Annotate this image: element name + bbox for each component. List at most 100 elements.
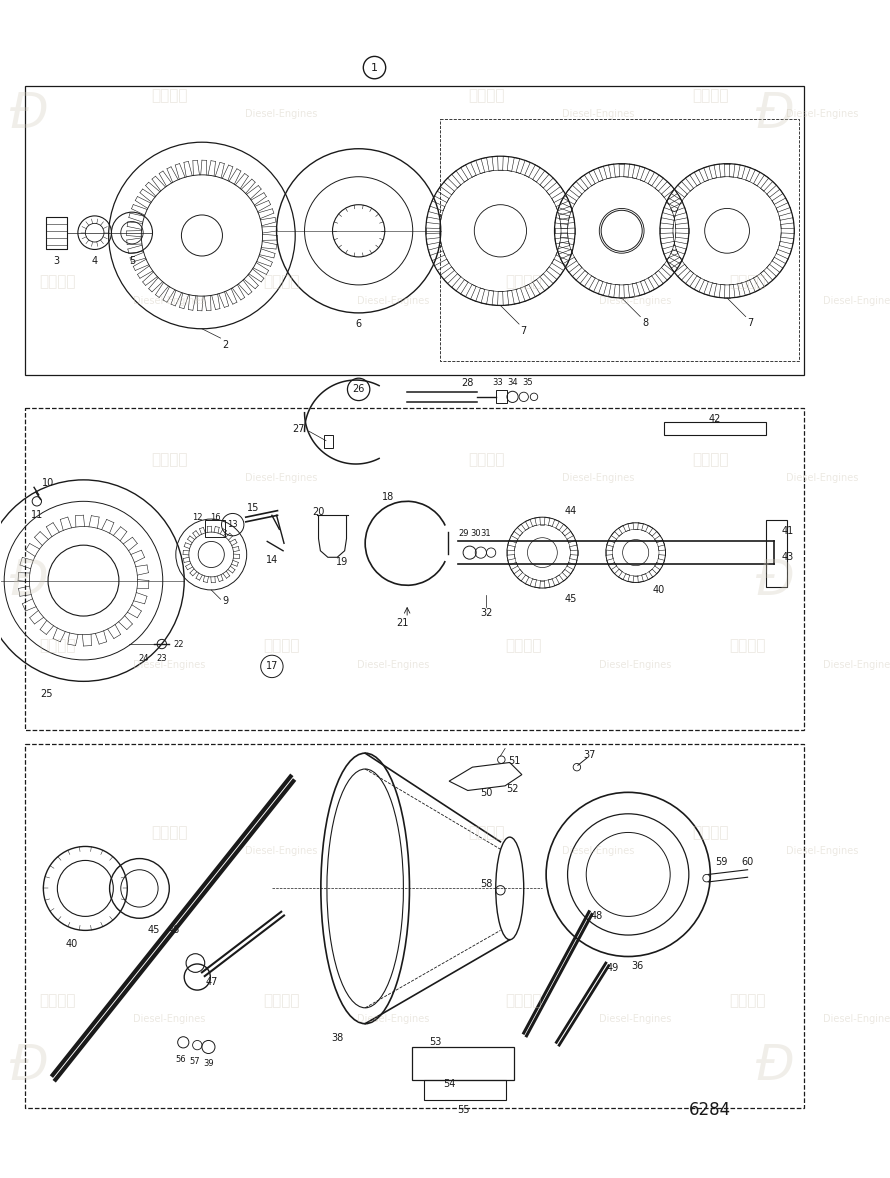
Text: 22: 22 [174, 640, 184, 649]
Text: 紫发动力: 紫发动力 [39, 274, 76, 290]
Text: 紫发动力: 紫发动力 [151, 825, 188, 840]
Text: 45: 45 [564, 594, 577, 604]
Text: 29: 29 [458, 529, 469, 538]
Text: Diesel-Engines: Diesel-Engines [562, 110, 635, 119]
Text: Diesel-Engines: Diesel-Engines [245, 846, 318, 856]
Text: 21: 21 [396, 617, 409, 628]
Text: 紫发动力: 紫发动力 [263, 993, 299, 1008]
Text: 59: 59 [716, 858, 728, 867]
Text: 46: 46 [168, 926, 180, 935]
Text: Diesel-Engines: Diesel-Engines [600, 296, 672, 306]
Text: 紫发动力: 紫发动力 [468, 825, 505, 840]
Text: 紫发动力: 紫发动力 [263, 638, 299, 654]
Bar [496, 390, 507, 403]
Text: 14: 14 [266, 555, 278, 565]
Text: Diesel-Engines: Diesel-Engines [600, 660, 672, 669]
Bar [412, 1047, 514, 1079]
Text: 3: 3 [53, 256, 60, 266]
Text: 紫发动力: 紫发动力 [692, 825, 729, 840]
Text: 56: 56 [175, 1054, 186, 1064]
Bar [424, 1079, 506, 1100]
Text: 42: 42 [708, 415, 721, 424]
Bar [324, 435, 334, 448]
Bar [440, 119, 799, 362]
Text: Diesel-Engines: Diesel-Engines [357, 660, 429, 669]
Text: 17: 17 [266, 661, 278, 671]
Text: 紫发动力: 紫发动力 [692, 88, 729, 102]
Text: 45: 45 [147, 926, 159, 935]
Text: 30: 30 [470, 529, 481, 538]
Text: 39: 39 [203, 1059, 214, 1068]
Bar [25, 743, 804, 1107]
Text: 紫发动力: 紫发动力 [506, 274, 542, 290]
Text: 9: 9 [222, 596, 229, 607]
Text: Diesel-Engines: Diesel-Engines [786, 110, 859, 119]
Text: 5: 5 [129, 256, 135, 266]
Text: Diesel-Engines: Diesel-Engines [357, 1014, 429, 1024]
Text: Diesel-Engines: Diesel-Engines [134, 296, 206, 306]
Text: 10: 10 [42, 477, 54, 488]
Text: 1: 1 [371, 62, 378, 73]
Text: Diesel-Engines: Diesel-Engines [823, 1014, 890, 1024]
Text: 23: 23 [157, 655, 167, 663]
Text: 33: 33 [492, 378, 503, 388]
Text: 6284: 6284 [689, 1101, 732, 1119]
Text: 20: 20 [312, 507, 325, 517]
Text: 紫发动力: 紫发动力 [151, 452, 188, 466]
Bar [25, 86, 804, 376]
Text: Diesel-Engines: Diesel-Engines [562, 846, 635, 856]
Text: Diesel-Engines: Diesel-Engines [823, 296, 890, 306]
Text: 16: 16 [210, 512, 221, 522]
Text: 紫发动力: 紫发动力 [39, 638, 76, 654]
Text: 紫发动力: 紫发动力 [692, 452, 729, 466]
Text: 26: 26 [352, 384, 365, 395]
Text: 紫发动力: 紫发动力 [729, 993, 766, 1008]
Text: 52: 52 [506, 783, 519, 794]
Text: 41: 41 [781, 527, 794, 536]
Text: 43: 43 [781, 552, 794, 562]
Text: Diesel-Engines: Diesel-Engines [786, 846, 859, 856]
Text: 15: 15 [247, 503, 259, 512]
Text: 紫发动力: 紫发动力 [729, 638, 766, 654]
Text: 32: 32 [481, 608, 492, 618]
Text: 48: 48 [590, 912, 603, 921]
Text: Diesel-Engines: Diesel-Engines [245, 110, 318, 119]
Text: 紫发动力: 紫发动力 [468, 452, 505, 466]
Text: 2: 2 [222, 339, 229, 350]
Text: 40: 40 [65, 939, 77, 949]
Text: 7: 7 [521, 325, 527, 336]
Text: 19: 19 [336, 557, 348, 567]
Text: 57: 57 [190, 1058, 199, 1066]
Text: 8: 8 [642, 318, 648, 329]
Text: 34: 34 [507, 378, 518, 388]
Text: Ð: Ð [756, 557, 795, 604]
Text: Ð: Ð [756, 91, 795, 138]
Text: 44: 44 [564, 505, 577, 516]
Text: 紫发动力: 紫发动力 [263, 274, 299, 290]
Text: 60: 60 [741, 858, 754, 867]
Text: 51: 51 [508, 755, 521, 766]
Text: 13: 13 [228, 521, 238, 529]
Text: 18: 18 [383, 491, 394, 502]
Text: 40: 40 [653, 585, 665, 595]
Text: 25: 25 [40, 689, 53, 700]
Text: 38: 38 [331, 1033, 344, 1043]
Text: 紫发动力: 紫发动力 [39, 993, 76, 1008]
Text: 55: 55 [457, 1105, 469, 1116]
Text: Diesel-Engines: Diesel-Engines [245, 474, 318, 483]
Bar [25, 408, 804, 730]
Text: Diesel-Engines: Diesel-Engines [134, 1014, 206, 1024]
Text: Diesel-Engines: Diesel-Engines [786, 474, 859, 483]
Text: Ð: Ð [10, 1041, 49, 1090]
Text: 4: 4 [92, 256, 98, 266]
Text: 紫发动力: 紫发动力 [506, 638, 542, 654]
Text: 31: 31 [481, 529, 490, 538]
Text: 28: 28 [462, 378, 474, 388]
Text: Diesel-Engines: Diesel-Engines [600, 1014, 672, 1024]
Text: 54: 54 [443, 1079, 456, 1090]
Text: 紫发动力: 紫发动力 [151, 88, 188, 102]
Text: 紫发动力: 紫发动力 [729, 274, 766, 290]
Text: Ð: Ð [756, 1041, 795, 1090]
Text: 11: 11 [31, 510, 43, 521]
Text: 58: 58 [481, 879, 492, 888]
